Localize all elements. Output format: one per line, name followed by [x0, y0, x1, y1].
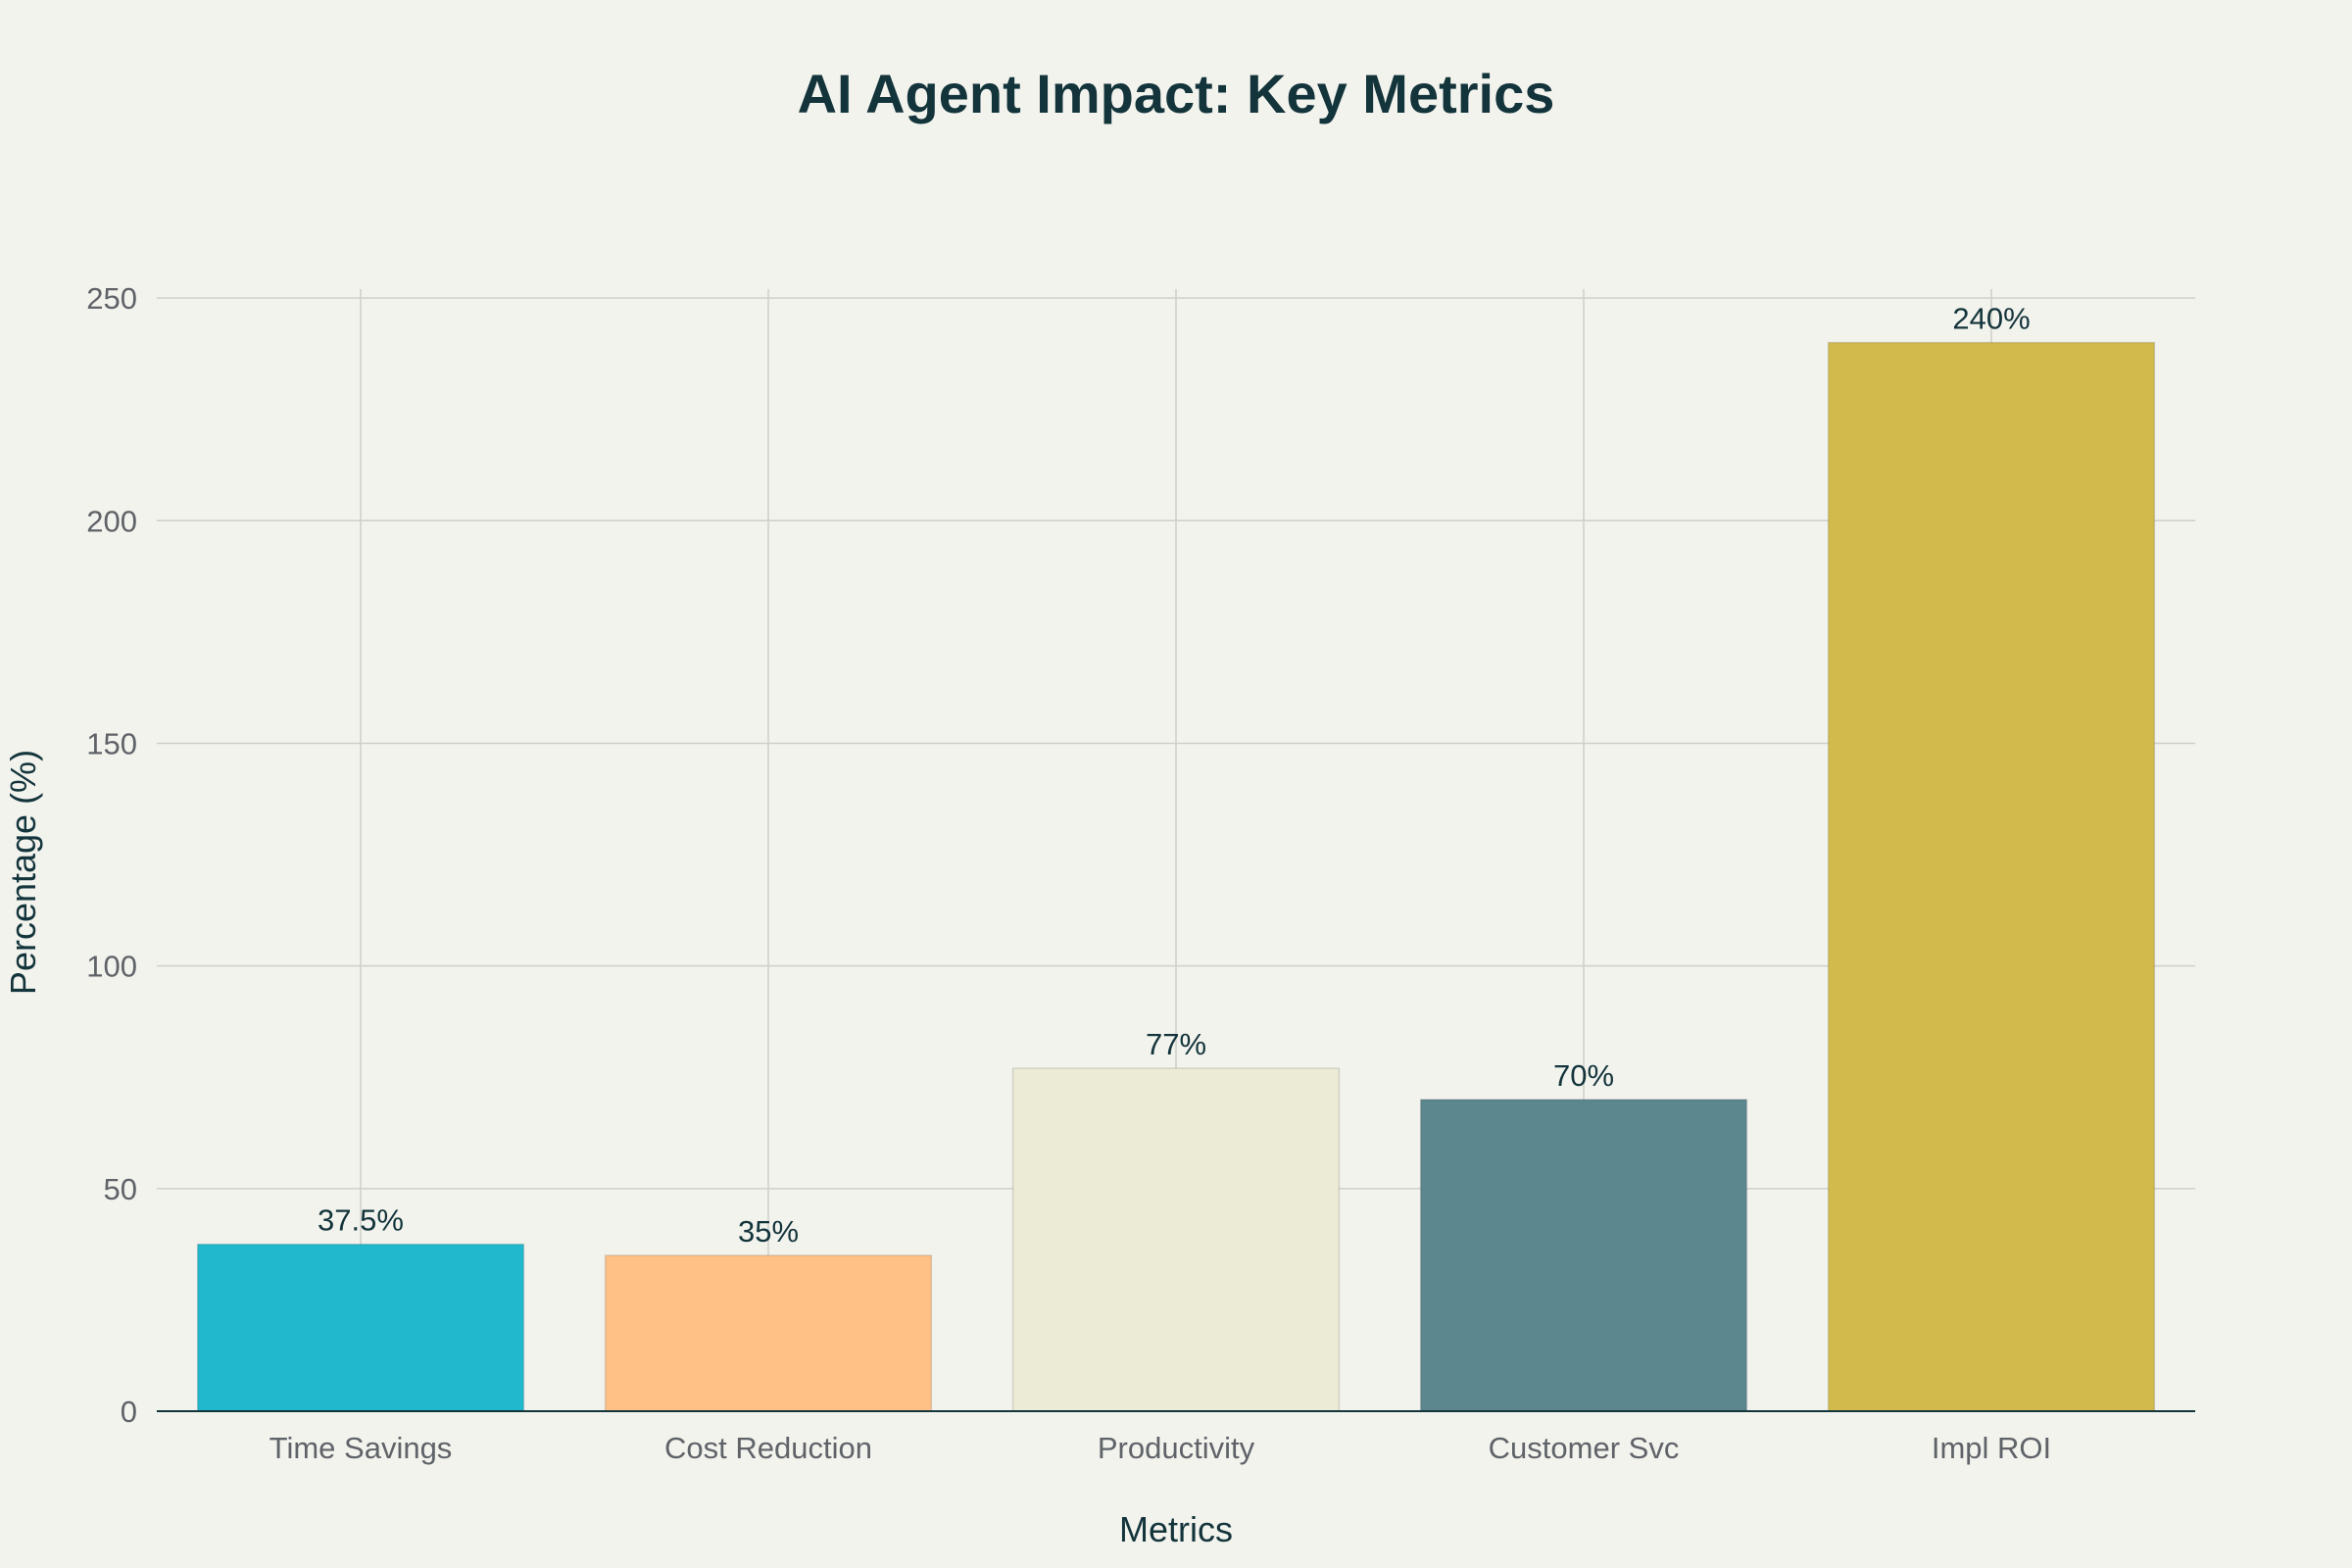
y-tick-label: 200: [86, 504, 137, 538]
y-tick-label: 150: [86, 726, 137, 760]
x-tick-label: Productivity: [1098, 1431, 1255, 1465]
y-axis-title: Percentage (%): [3, 750, 43, 995]
axes: 0 50 100 150 200 250 Time Savings Cost Reductio…: [86, 281, 2195, 1465]
data-label: 70%: [1553, 1058, 1614, 1093]
bar-impl-roi: [1827, 341, 2156, 1412]
x-tick-label: Customer Svc: [1489, 1431, 1680, 1465]
x-tick-label: Impl ROI: [1932, 1431, 2051, 1465]
x-axis-title: Metrics: [1119, 1509, 1233, 1549]
data-label: 35%: [738, 1214, 799, 1249]
y-tick-label: 250: [86, 281, 137, 316]
data-label: 240%: [1952, 302, 2030, 336]
data-labels: 37.5% 35% 77% 70% 240%: [318, 302, 2031, 1249]
data-label: 77%: [1146, 1027, 1206, 1061]
bar-customer-svc: [1419, 1099, 1748, 1412]
bar-time-savings: [196, 1243, 525, 1412]
y-tick-label: 100: [86, 950, 137, 984]
bar-productivity: [1011, 1067, 1341, 1412]
y-tick-label: 50: [104, 1172, 137, 1206]
bar-cost-reduction: [604, 1254, 933, 1412]
chart-title: AI Agent Impact: Key Metrics: [798, 63, 1555, 124]
x-tick-label: Time Savings: [270, 1431, 453, 1465]
x-tick-label: Cost Reduction: [664, 1431, 872, 1465]
y-tick-label: 0: [121, 1395, 137, 1429]
data-label: 37.5%: [318, 1203, 404, 1238]
